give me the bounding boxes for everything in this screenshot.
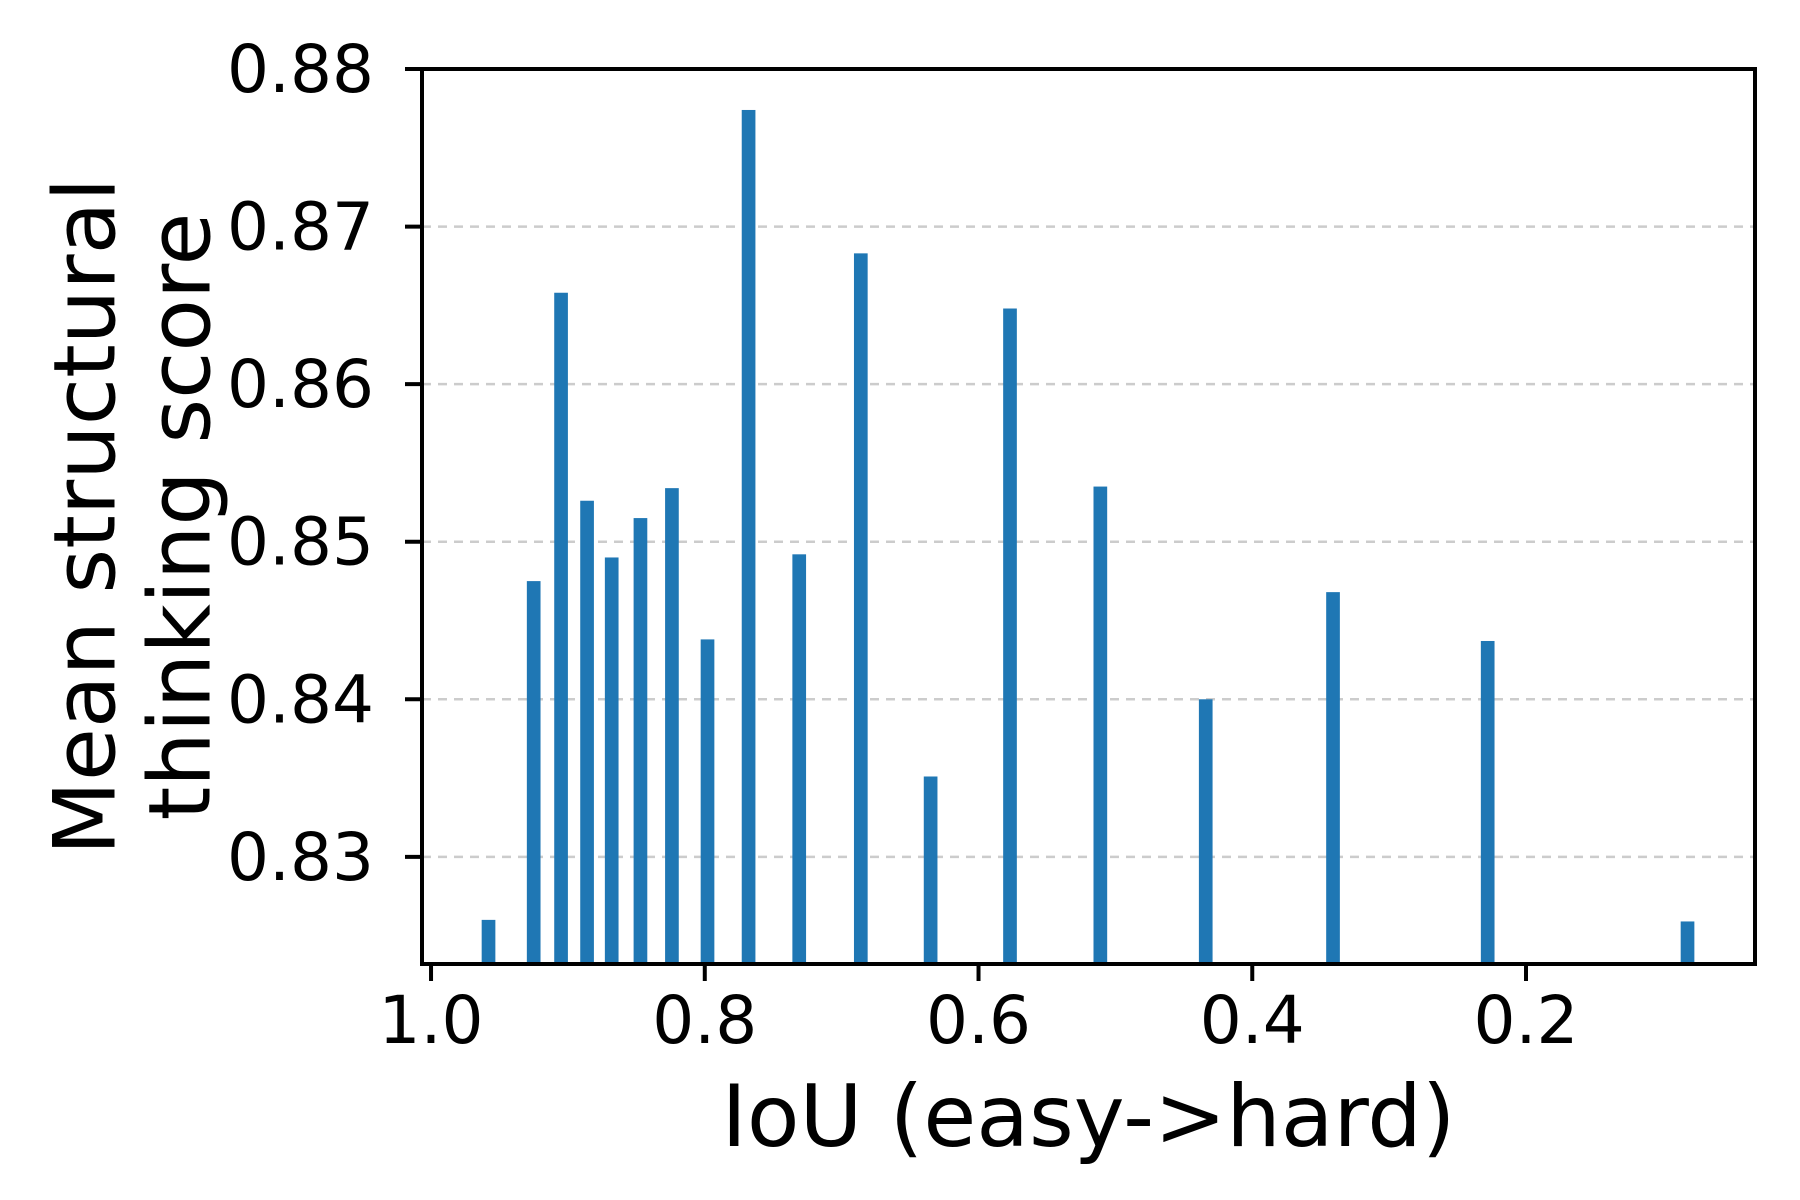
y-tick-label: 0.85 (227, 504, 374, 581)
plot-frame (420, 67, 1757, 966)
bar (853, 253, 868, 964)
bar (1003, 308, 1017, 964)
bar (1326, 592, 1340, 964)
bar (1480, 640, 1495, 964)
bar (604, 557, 619, 964)
y-tick-label: 0.86 (227, 346, 374, 423)
y-tick-label: 0.87 (227, 189, 374, 266)
x-tick-label: 1.0 (379, 982, 484, 1059)
gridlines (422, 67, 1755, 859)
y-tick-label: 0.83 (227, 819, 374, 896)
bars (481, 109, 1695, 964)
y-axis-ticks: 0.83 0.84 0.85 0.86 0.87 0.88 (227, 31, 422, 896)
bar (700, 639, 715, 964)
y-tick-label: 0.88 (227, 31, 374, 108)
x-axis-label: IoU (easy->hard) (722, 1067, 1456, 1167)
y-axis-label-line1: Mean structural (36, 178, 136, 856)
x-tick-label: 0.8 (652, 982, 757, 1059)
y-axis-label-line2: thinking score (131, 213, 231, 821)
bar (1198, 699, 1213, 964)
x-axis-ticks: 1.0 0.8 0.6 0.4 0.2 (379, 964, 1579, 1059)
bar (741, 109, 756, 964)
bar (923, 776, 938, 964)
bar (1680, 921, 1695, 964)
x-tick-label: 0.2 (1474, 982, 1579, 1059)
bar (633, 518, 648, 964)
bar (481, 919, 496, 964)
y-axis-label: Mean structural thinking score (36, 178, 231, 856)
bar (526, 581, 541, 964)
bar (792, 554, 807, 964)
x-tick-label: 0.6 (926, 982, 1031, 1059)
bar (1093, 486, 1108, 964)
bar (580, 500, 594, 964)
y-tick-label: 0.84 (227, 661, 374, 738)
bar (554, 292, 568, 964)
x-tick-label: 0.4 (1200, 982, 1305, 1059)
bar (665, 488, 679, 964)
